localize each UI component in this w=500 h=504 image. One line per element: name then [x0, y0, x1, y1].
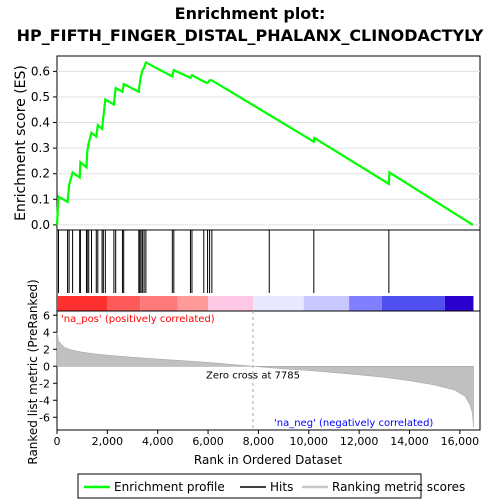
rank-color-band-segment: [140, 296, 178, 311]
es-y-tick-label: 0.5: [31, 90, 50, 104]
pos-correlated-label: 'na_pos' (positively correlated): [61, 314, 215, 325]
rank-color-band-segment: [381, 296, 445, 311]
rank-color-band-segment: [349, 296, 382, 311]
rank-color-band-segment: [107, 296, 141, 311]
x-tick-label: 16,000: [441, 435, 480, 448]
x-tick-label: 0: [54, 435, 61, 448]
enrichment-profile-line: [55, 60, 474, 226]
x-tick-label: 6,000: [192, 435, 224, 448]
es-y-tick-label: 0.1: [31, 192, 50, 206]
legend-label-hits: Hits: [270, 480, 293, 494]
rank-y-tick-label: -4: [39, 394, 50, 407]
x-tick-label: 10,000: [290, 435, 329, 448]
x-tick-label: 2,000: [92, 435, 124, 448]
rank-color-band-segment: [177, 296, 209, 311]
es-y-axis-label: Enrichment score (ES): [13, 65, 29, 221]
rank-color-band-segment: [253, 296, 304, 311]
es-y-tick-label: 0.6: [31, 64, 50, 78]
rank-color-band-segment: [444, 296, 474, 311]
rank-y-tick-label: 0: [43, 360, 50, 373]
x-tick-label: 8,000: [243, 435, 275, 448]
rank-y-tick-label: -2: [39, 377, 50, 390]
es-y-tick-label: 0.4: [31, 116, 50, 130]
chart-title-line1: Enrichment plot:: [175, 4, 326, 23]
legend-box: [77, 473, 422, 499]
rank-y-tick-label: -6: [39, 411, 50, 424]
es-y-tick-label: 0.2: [31, 167, 50, 181]
enrichment-panel-frame: [56, 55, 481, 231]
es-y-tick-label: 0.0: [31, 218, 50, 232]
neg-correlated-label: 'na_neg' (negatively correlated): [274, 418, 433, 429]
rank-color-band-segment: [208, 296, 254, 311]
rank-y-tick-label: 4: [43, 326, 50, 339]
zero-cross-label: Zero cross at 7785: [206, 370, 300, 381]
rank-y-tick-label: 2: [43, 343, 50, 356]
x-tick-label: 12,000: [340, 435, 379, 448]
rank-color-band-segment: [57, 296, 108, 311]
rank-color-band-segment: [303, 296, 350, 311]
legend-label-enrichment-profile: Enrichment profile: [114, 480, 225, 494]
ranked-y-axis-label: Ranked list metric (PreRanked): [26, 279, 40, 464]
x-axis-label: Rank in Ordered Dataset: [194, 453, 342, 467]
x-tick-label: 4,000: [142, 435, 174, 448]
rank-y-tick-label: 6: [43, 309, 50, 322]
es-y-tick-label: 0.3: [31, 141, 50, 155]
chart-title-line2: HP_FIFTH_FINGER_DISTAL_PHALANX_CLINODACT…: [17, 26, 484, 45]
legend-label-ranking-metric: Ranking metric scores: [332, 480, 465, 494]
x-tick-label: 14,000: [390, 435, 429, 448]
